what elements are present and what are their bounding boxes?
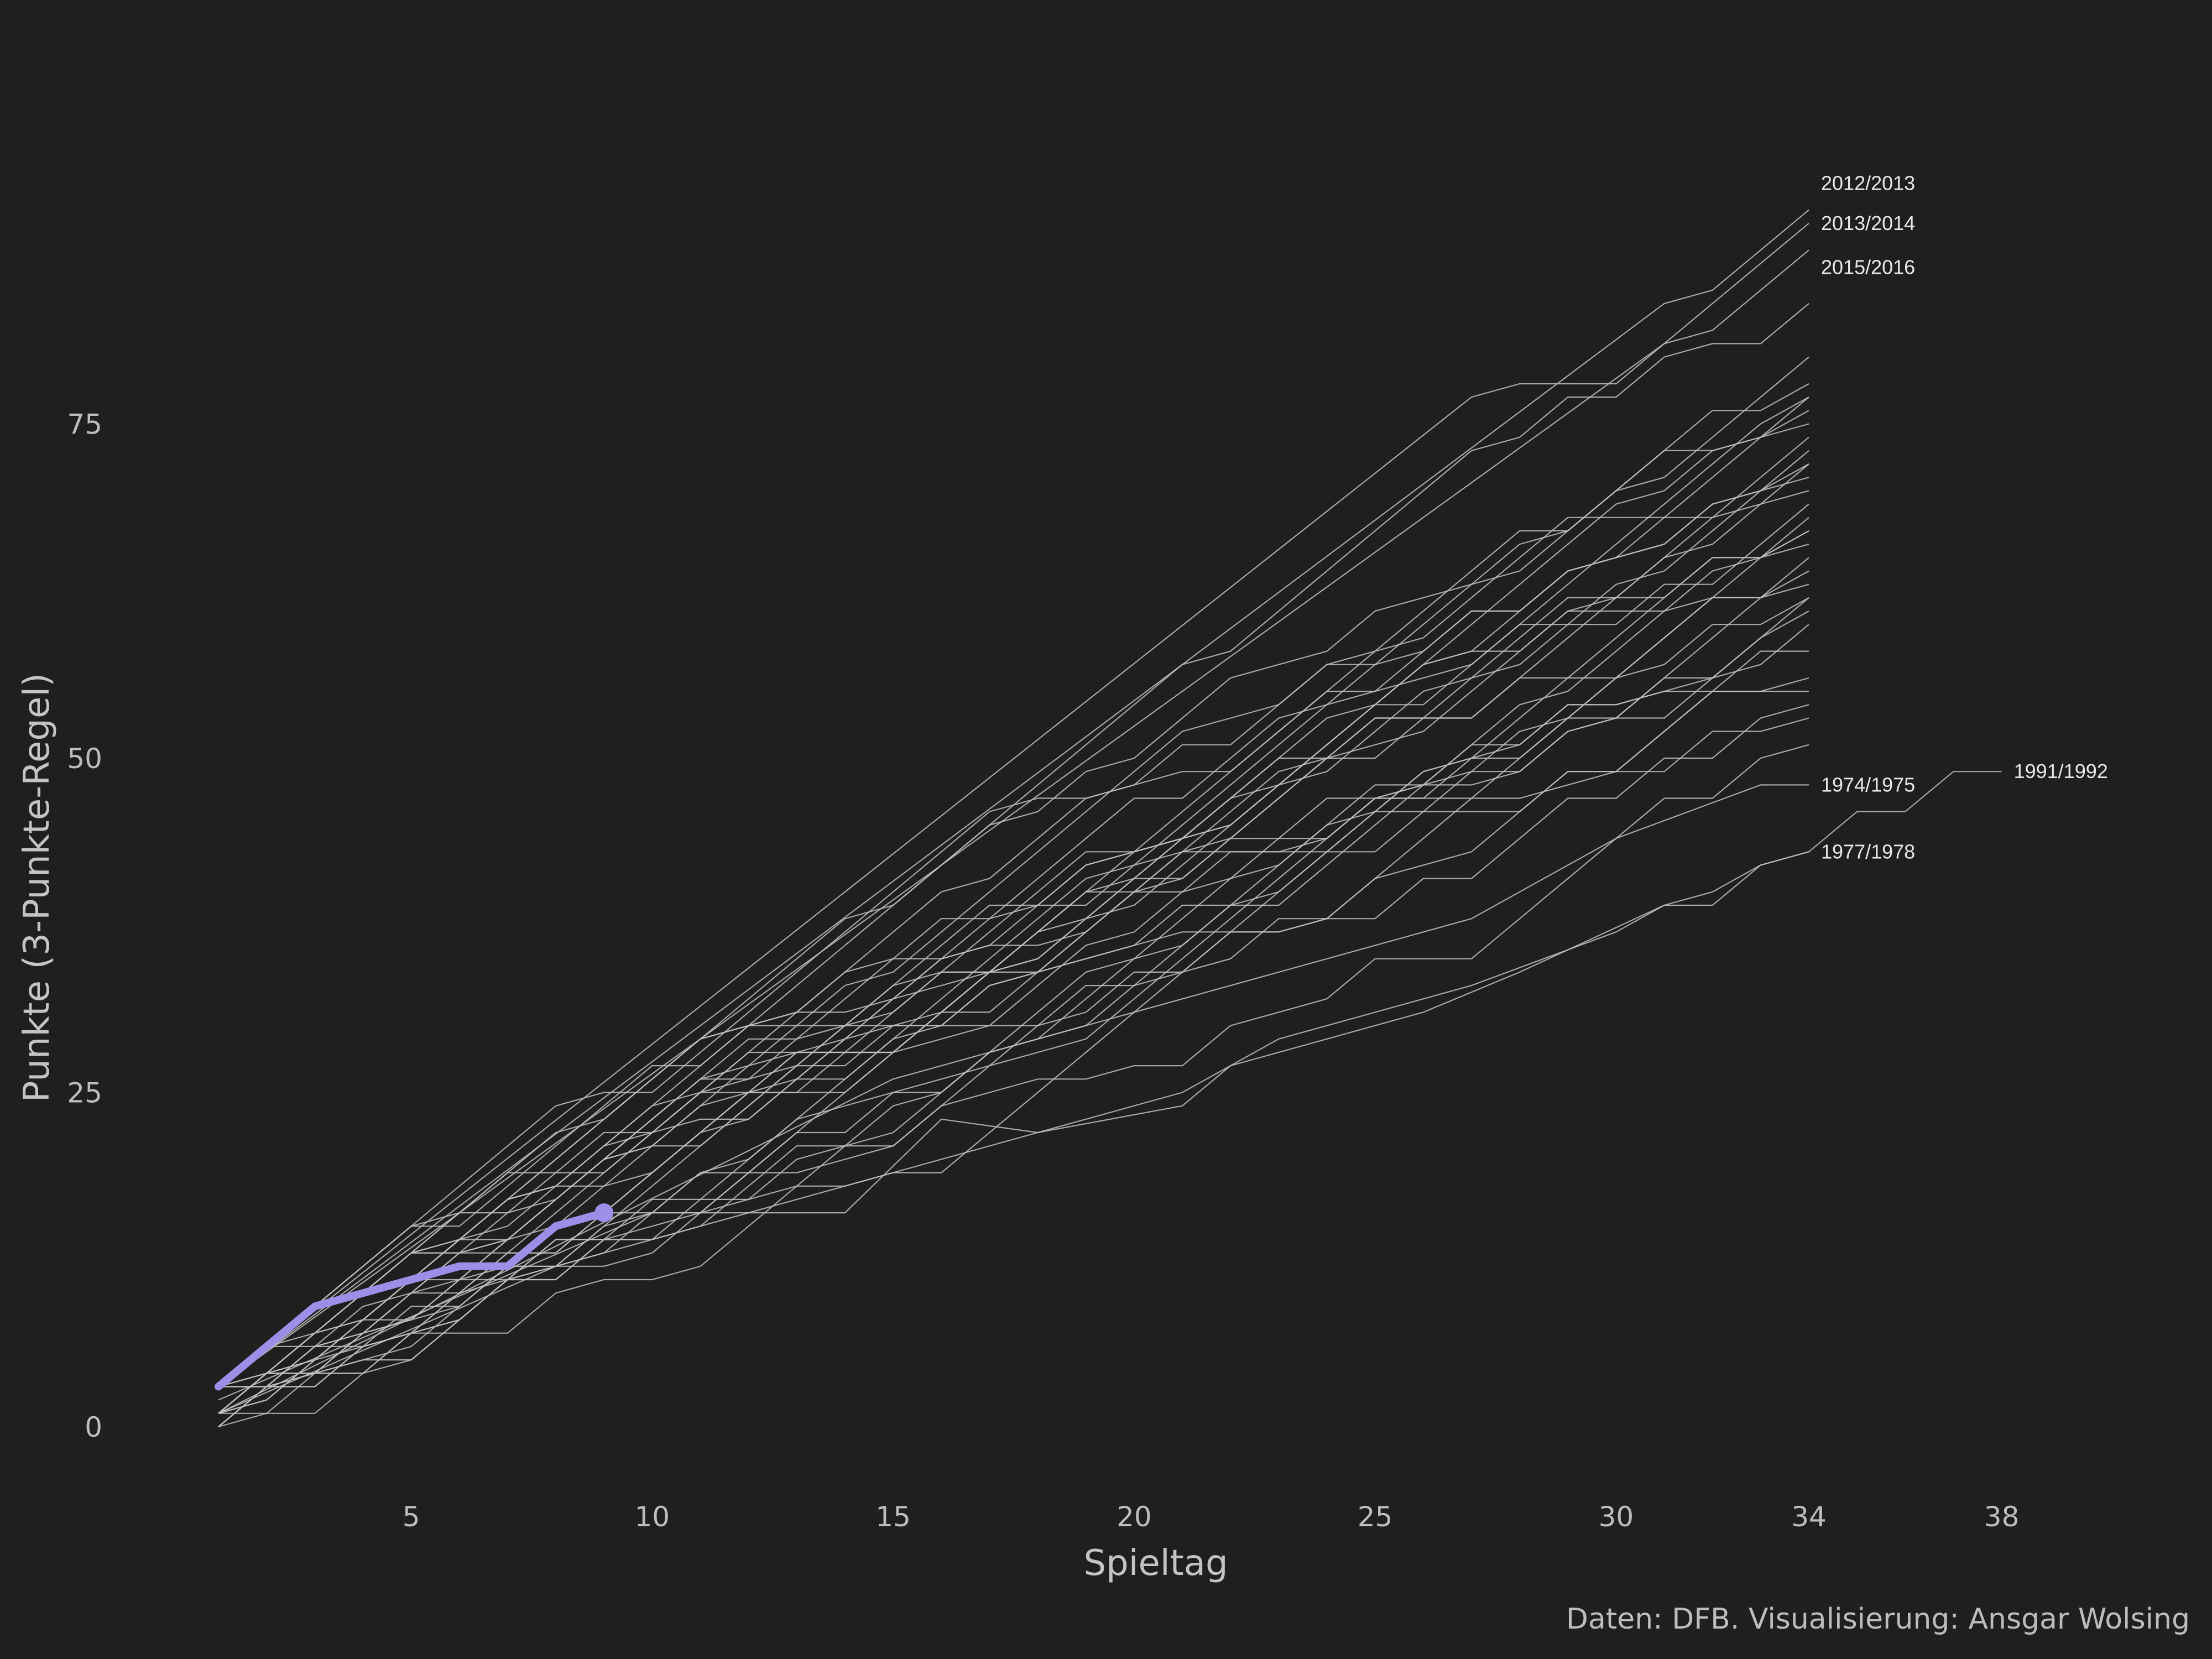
x-tick-label: 30 [1599, 1501, 1634, 1533]
season-label: 1977/1978 [1821, 840, 1915, 863]
season-line [218, 383, 1809, 1387]
highlight-line [215, 1209, 608, 1391]
x-tick-label: 38 [1984, 1501, 2020, 1533]
season-label: 1974/1975 [1821, 773, 1915, 796]
y-axis-title: Punkte (3-Punkte-Regel) [17, 673, 58, 1102]
season-labels: 2012/2013 2013/2014 2015/2016 1974/1975 1977… [1821, 171, 2108, 863]
x-tick-label: 34 [1791, 1501, 1827, 1533]
x-axis-ticks: 5 10 15 20 25 30 34 38 [403, 1501, 2020, 1533]
history-lines [218, 209, 2002, 1428]
y-tick-label: 50 [67, 743, 102, 775]
y-axis-ticks: 0 25 50 75 [67, 409, 102, 1444]
season-line [218, 583, 1809, 1428]
x-tick-label: 5 [403, 1501, 420, 1533]
season-line-1974-1975 [218, 784, 1809, 1414]
season-line-2015-2016 [218, 249, 1809, 1387]
season-label: 1991/1992 [2014, 760, 2108, 782]
x-tick-label: 25 [1358, 1501, 1393, 1533]
season-line [218, 356, 1809, 1414]
x-tick-label: 15 [875, 1501, 911, 1533]
y-tick-label: 0 [85, 1411, 102, 1443]
x-tick-label: 10 [634, 1501, 670, 1533]
season-line [218, 463, 1809, 1387]
highlight-end-point [594, 1203, 614, 1223]
season-label: 2015/2016 [1821, 256, 1915, 279]
season-line [218, 303, 1809, 1414]
y-tick-label: 75 [67, 409, 102, 441]
highlight-layer [215, 1203, 614, 1391]
season-line [218, 397, 1809, 1414]
season-line-2013-2014 [218, 222, 1809, 1387]
x-axis-title: Spieltag [1083, 1543, 1228, 1584]
x-tick-label: 20 [1117, 1501, 1152, 1533]
season-label: 2012/2013 [1821, 171, 1915, 194]
season-line-2012-2013 [218, 209, 1809, 1387]
season-label: 2013/2014 [1821, 212, 1915, 234]
season-line [218, 477, 1809, 1387]
season-line-1977-1978 [218, 851, 1809, 1414]
season-line [218, 530, 1809, 1414]
season-line-1991-1992 [218, 771, 2002, 1401]
y-tick-label: 25 [67, 1077, 102, 1109]
caption: Daten: DFB. Visualisierung: Ansgar Wolsi… [1566, 1603, 2190, 1636]
season-line [218, 410, 1809, 1387]
